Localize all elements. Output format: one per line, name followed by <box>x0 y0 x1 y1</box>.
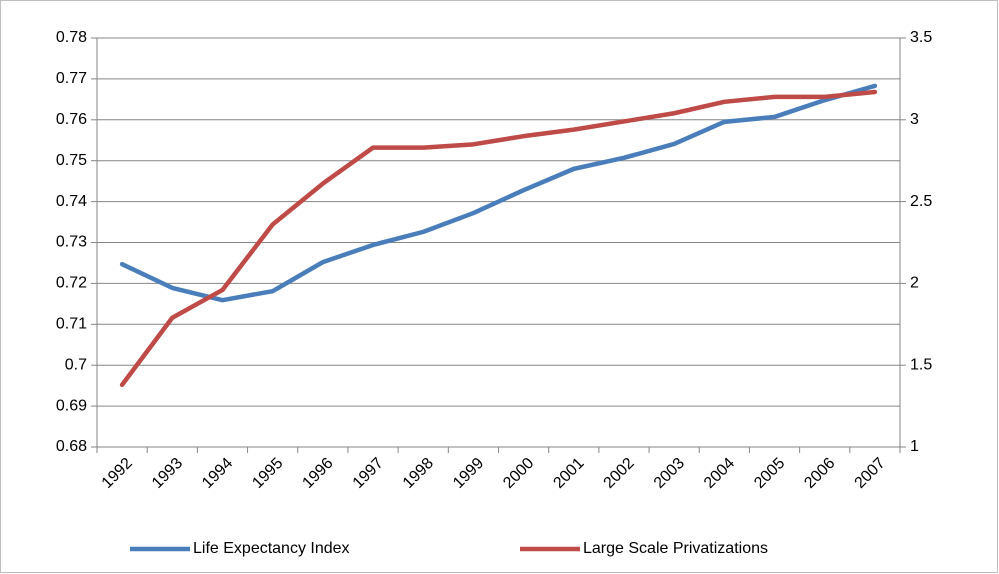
y2-tick-label: 2 <box>910 275 919 292</box>
y2-tick-label: 3.5 <box>910 29 932 46</box>
series-line <box>119 83 878 303</box>
y2-tick-label: 1 <box>910 438 919 455</box>
y-tick-label: 0.7 <box>65 356 87 373</box>
y-tick-label: 0.76 <box>56 111 87 128</box>
y-tick-label: 0.74 <box>56 193 87 210</box>
y2-tick-label: 2.5 <box>910 193 932 210</box>
y-tick-label: 0.75 <box>56 152 87 169</box>
y2-tick-label: 1.5 <box>910 356 932 373</box>
series-line <box>119 89 878 388</box>
y-tick-label: 0.69 <box>56 397 87 414</box>
y2-tick-label: 3 <box>910 111 919 128</box>
y-tick-label: 0.68 <box>56 438 87 455</box>
y-tick-label: 0.78 <box>56 29 87 46</box>
legend-label: Life Expectancy Index <box>193 540 350 557</box>
legend-label: Large Scale Privatizations <box>583 540 768 557</box>
y-tick-label: 0.77 <box>56 70 87 87</box>
y-tick-label: 0.72 <box>56 275 87 292</box>
y-tick-label: 0.73 <box>56 234 87 251</box>
y-tick-label: 0.71 <box>56 316 87 333</box>
